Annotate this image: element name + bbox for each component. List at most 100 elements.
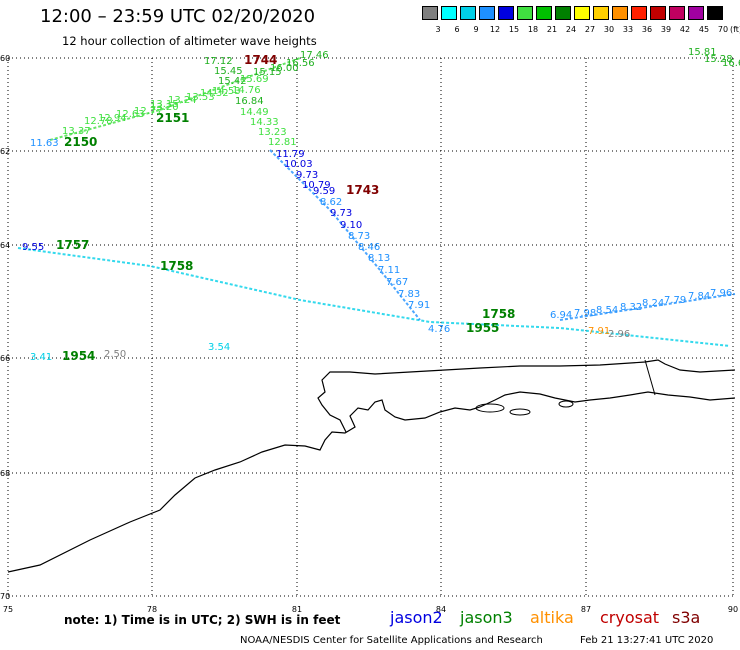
wave-height-label: 8.54	[596, 305, 618, 316]
wave-height-label: 16.00	[270, 63, 299, 74]
wave-height-label: 7.11	[378, 265, 400, 276]
wave-height-label: 15.69	[240, 74, 269, 85]
satellite-track	[49, 57, 301, 141]
map-title: 12:00 – 23:59 UTC 02/20/2020	[40, 6, 316, 27]
wave-height-label: 7.91	[408, 300, 430, 311]
wave-height-label: 15.15	[253, 67, 282, 78]
wave-height-label: 7.96	[710, 288, 732, 299]
wave-height-label: 9.73	[330, 208, 352, 219]
legend-swatch	[517, 6, 533, 20]
island-line	[644, 359, 656, 396]
wave-height-label: 12.94	[98, 113, 127, 124]
legend-label: 36	[641, 25, 653, 34]
map-grid: 60 62 64 66 68 70 75 78 81 84 87 90	[0, 54, 738, 614]
legend-swatch	[707, 6, 723, 20]
wave-height-label: 8.46	[358, 242, 380, 253]
legend-swatch	[422, 6, 438, 20]
wave-height-label: 15.42	[218, 76, 247, 87]
island	[475, 400, 574, 416]
legend-swatch	[441, 6, 457, 20]
wave-height-label: 13.15	[150, 99, 179, 110]
footer-agency: NOAA/NESDIS Center for Satellite Applica…	[240, 635, 543, 646]
legend-swatch	[593, 6, 609, 20]
wave-height-label: 15.28	[704, 54, 733, 65]
island-shape	[509, 408, 531, 416]
axis-tick-label: 90	[728, 605, 738, 614]
legend-label: 45	[698, 25, 710, 34]
legend-label: 30	[603, 25, 615, 34]
wave-height-label: 7.83	[398, 289, 420, 300]
satellite-tracks	[17, 57, 736, 347]
wave-height-label: 3.54	[208, 342, 230, 353]
axis-tick-label: 70	[0, 592, 10, 601]
wave-height-label: 3.41	[30, 352, 52, 363]
axis-tick-label: 81	[292, 605, 302, 614]
legend-swatch	[536, 6, 552, 20]
wave-height-label: 15.81	[688, 47, 717, 58]
wave-height-label: 7.98	[574, 308, 596, 319]
wave-height-label: 13.24	[168, 95, 197, 106]
wave-height-label: 2.96	[608, 329, 630, 340]
legend-label: 9	[473, 25, 479, 34]
footer-note: note: 1) Time is in UTC; 2) SWH is in fe…	[64, 613, 341, 627]
legend-label: 42	[679, 25, 691, 34]
legend-label: 12	[489, 25, 501, 34]
wave-height-label: 7.67	[386, 277, 408, 288]
wave-height-label: 7.79	[664, 295, 686, 306]
wave-height-label: 11.63	[30, 138, 59, 149]
sat-jason3: jason3	[460, 608, 513, 627]
legend-label: 15	[508, 25, 520, 34]
legend-unit: (ft)	[729, 25, 740, 34]
wave-height-label: 8.73	[348, 231, 370, 242]
axis-tick-label: 78	[147, 605, 157, 614]
wave-height-label: 2.50	[104, 349, 126, 360]
wave-height-label: 8.24	[642, 298, 664, 309]
wave-height-label: 6.94	[550, 310, 572, 321]
axis-tick-label: 68	[0, 469, 10, 478]
wave-height-label: 7.91	[588, 326, 610, 337]
axis-tick-label: 66	[0, 354, 10, 363]
sat-altika: altika	[530, 608, 574, 627]
wave-height-label: 10.79	[302, 180, 331, 191]
pass-time-label: 2150	[64, 135, 97, 149]
legend-swatch	[574, 6, 590, 20]
wave-height-label: 4.76	[428, 324, 450, 335]
wave-height-label: 14.76	[232, 85, 261, 96]
axis-tick-label: 64	[0, 241, 10, 250]
wave-height-label: 14.32	[200, 88, 229, 99]
wave-height-label: 13.37	[62, 126, 91, 137]
axis-tick-label: 84	[436, 605, 446, 614]
satellite-track	[559, 293, 736, 321]
legend-label: 39	[660, 25, 672, 34]
wave-height-label: 13.20	[150, 102, 179, 113]
wave-height-label: 12.63	[116, 109, 145, 120]
wave-height-label: 16.56	[286, 58, 315, 69]
wave-height-label: 12.78	[84, 116, 113, 127]
legend-swatch	[612, 6, 628, 20]
wave-height-label: 10.03	[284, 159, 313, 170]
wave-height-label: 12.77	[134, 106, 163, 117]
legend-label: 3	[435, 25, 441, 34]
legend-label: 70	[717, 25, 729, 34]
sat-jason2: jason2	[390, 608, 443, 627]
wave-height-label: 9.10	[340, 220, 362, 231]
legend-swatch	[479, 6, 495, 20]
wave-height-label: 14.53	[212, 86, 241, 97]
wave-height-label: 13.23	[258, 127, 287, 138]
wave-height-label: 13.53	[186, 92, 215, 103]
pass-time-label: 1758	[482, 307, 515, 321]
wave-height-label: 8.13	[368, 253, 390, 264]
legend-swatch	[498, 6, 514, 20]
legend-label: 6	[454, 25, 460, 34]
coastline	[7, 359, 736, 573]
pass-time-label: 2151	[156, 111, 189, 125]
pass-time-label: 1758	[160, 259, 193, 273]
pass-time-label: 1757	[56, 238, 89, 252]
legend-label: 18	[527, 25, 539, 34]
wave-height-label: 16.6	[722, 58, 740, 69]
wave-height-label: 16.84	[235, 96, 264, 107]
wave-height-label: 17.12	[204, 56, 233, 67]
wave-height-label: 14.33	[250, 117, 279, 128]
island-shape	[558, 400, 574, 408]
